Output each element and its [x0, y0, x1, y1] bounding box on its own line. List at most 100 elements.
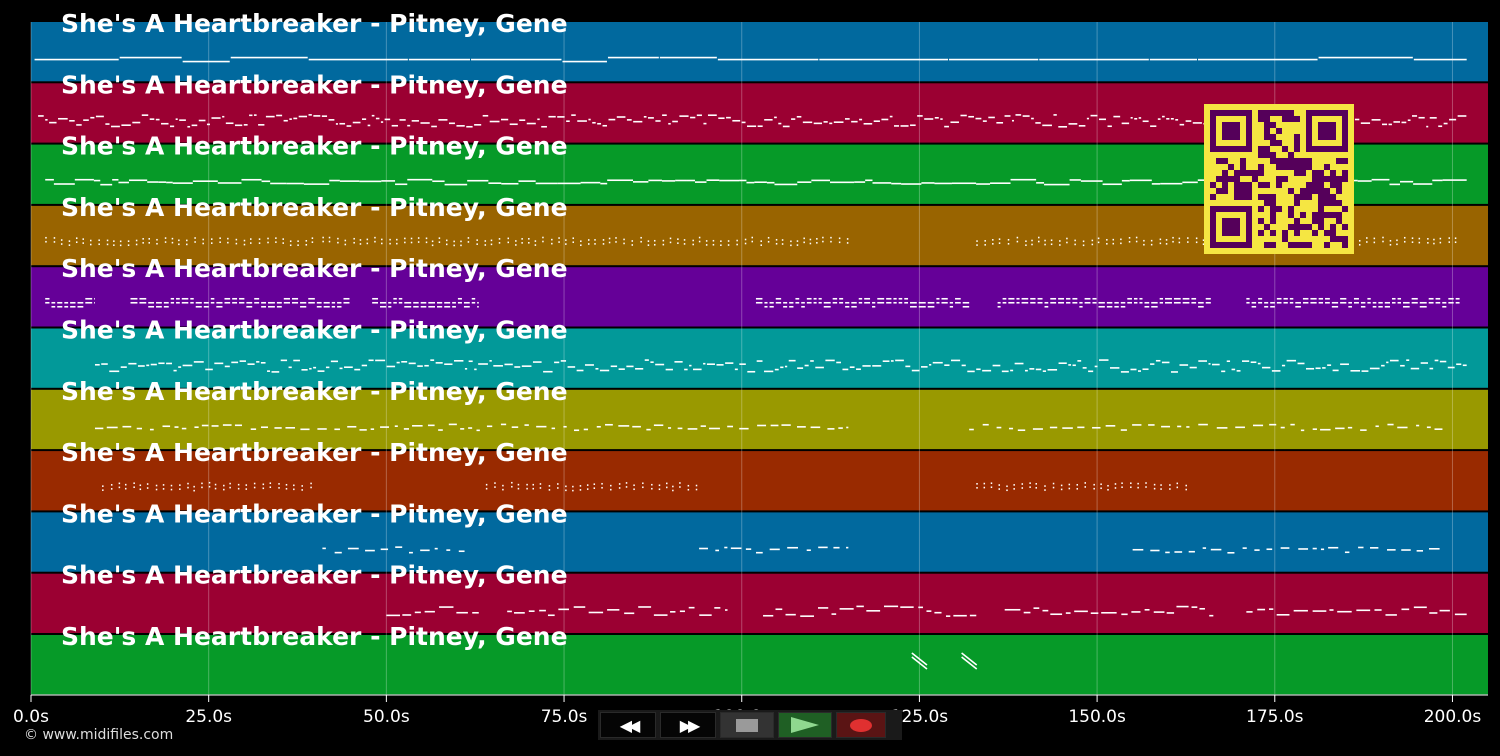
note	[936, 297, 940, 300]
note	[229, 486, 231, 489]
note	[485, 483, 488, 486]
note	[113, 240, 115, 242]
note	[467, 179, 489, 182]
note	[717, 58, 819, 61]
note	[148, 305, 155, 308]
note	[186, 239, 188, 242]
note	[806, 301, 812, 304]
note	[1197, 58, 1318, 61]
note	[276, 114, 283, 117]
note	[194, 237, 196, 239]
note	[764, 305, 768, 308]
note	[642, 486, 644, 489]
note	[998, 242, 1001, 244]
qr-module	[1276, 164, 1282, 170]
note	[558, 237, 560, 239]
note	[430, 359, 435, 361]
note	[706, 363, 715, 366]
note	[208, 485, 211, 488]
note	[1098, 118, 1106, 121]
note	[413, 301, 419, 304]
note	[1454, 237, 1457, 240]
note	[829, 122, 833, 125]
note	[845, 305, 850, 308]
note	[1072, 297, 1078, 300]
tick-label: 150.0s	[1068, 707, 1126, 727]
note	[882, 360, 890, 362]
note	[466, 125, 473, 128]
note	[1174, 551, 1183, 553]
note	[1114, 305, 1119, 308]
note	[889, 115, 893, 118]
note	[945, 615, 951, 617]
note	[716, 364, 724, 366]
note	[155, 484, 158, 487]
note	[1144, 305, 1150, 308]
note	[593, 483, 596, 485]
note	[1209, 614, 1214, 617]
note	[1442, 305, 1447, 308]
note	[873, 120, 880, 122]
note	[953, 614, 967, 617]
note	[136, 427, 143, 430]
note	[149, 428, 154, 431]
note	[414, 611, 421, 614]
note	[588, 611, 604, 614]
note-phrase	[322, 236, 849, 247]
fast-forward-button[interactable]: ▶▶	[660, 712, 716, 738]
note	[398, 301, 403, 304]
note	[1007, 242, 1010, 245]
note	[608, 241, 611, 244]
note	[1353, 301, 1359, 304]
note	[291, 297, 299, 300]
note	[298, 115, 308, 118]
note	[1120, 429, 1127, 431]
note	[190, 301, 194, 304]
note	[615, 237, 617, 239]
note	[823, 121, 828, 123]
note	[113, 244, 115, 246]
qr-module	[1336, 158, 1342, 164]
note	[1037, 301, 1043, 304]
note	[1010, 369, 1014, 372]
note	[1246, 611, 1253, 613]
note	[478, 363, 488, 365]
note	[626, 365, 634, 368]
qr-module	[1312, 176, 1318, 182]
note	[744, 238, 747, 241]
note	[258, 242, 261, 244]
play-button[interactable]	[778, 712, 832, 738]
note	[323, 301, 330, 304]
track-title: She's A Heartbreaker - Pitney, Gene	[61, 499, 568, 528]
qr-module	[1282, 110, 1288, 116]
note	[647, 244, 650, 246]
note	[1106, 301, 1113, 304]
note	[1050, 301, 1057, 304]
note	[1084, 301, 1091, 304]
note	[75, 237, 78, 240]
note	[997, 301, 1001, 304]
note	[1367, 297, 1371, 300]
note	[283, 301, 290, 304]
rewind-button[interactable]: ◀◀	[600, 712, 656, 738]
note	[934, 182, 952, 185]
note	[1049, 426, 1058, 429]
stop-button[interactable]	[720, 712, 774, 738]
note	[653, 243, 656, 246]
note	[1268, 608, 1274, 610]
note	[1113, 115, 1121, 118]
record-button[interactable]	[836, 712, 886, 738]
note	[1120, 301, 1126, 304]
qr-finder-core	[1222, 218, 1240, 236]
note	[764, 370, 774, 373]
note	[446, 549, 451, 551]
note	[845, 301, 850, 304]
tick-label: 25.0s	[185, 707, 232, 727]
note	[1454, 241, 1457, 244]
note	[468, 360, 473, 363]
note	[1246, 297, 1250, 300]
note	[813, 122, 823, 125]
note	[1456, 363, 1462, 366]
tick-label: 200.0s	[1424, 707, 1482, 727]
note	[128, 362, 137, 365]
